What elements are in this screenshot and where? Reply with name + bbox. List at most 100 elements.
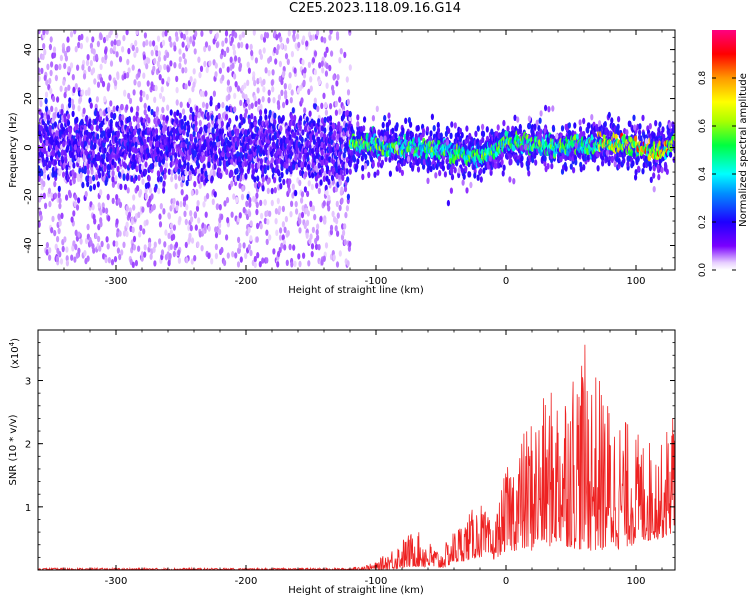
spectrogram-cell [520, 155, 524, 162]
spectrogram-cell [376, 169, 380, 176]
spectrogram-cell [361, 165, 365, 172]
spectrogram-cell [180, 123, 184, 130]
spectrogram-cell [126, 72, 130, 79]
spectrogram-cell [225, 168, 229, 175]
spectrogram-cell [225, 113, 229, 121]
spectrogram-cell [278, 205, 282, 212]
spectrogram-cell [310, 243, 315, 250]
spectrogram-cell [41, 53, 45, 61]
spectrogram-cell [204, 41, 209, 48]
spectrogram-cell [281, 221, 285, 228]
spectrogram-cell [284, 215, 288, 223]
spectrogram-cell [254, 57, 258, 64]
spectrogram-cell [255, 201, 259, 209]
spectrogram-cell [251, 145, 255, 152]
spectrogram-cell [228, 117, 232, 125]
spectrogram-cell [328, 34, 332, 41]
spectrogram-cell [153, 186, 157, 193]
spectrogram-cell [161, 158, 165, 165]
spectrogram-cell [39, 214, 43, 221]
spectrogram-cell [77, 157, 81, 164]
spectrogram-cell [66, 119, 71, 127]
spectrogram-cell [164, 162, 169, 169]
spectrogram-cell [250, 113, 254, 120]
spectrogram-cell [329, 30, 333, 35]
spectrogram-cell [249, 43, 253, 51]
spectrogram-cell [174, 165, 178, 173]
spectrogram-cell [266, 218, 270, 225]
spectrogram-cell [263, 199, 267, 206]
spectrogram-cell [107, 112, 111, 119]
spectrogram-cell [50, 105, 54, 113]
spectrogram-cell [343, 185, 348, 193]
spectrogram-cell [220, 120, 224, 128]
spectrogram-cell [143, 138, 147, 146]
spectrogram-cell [143, 244, 147, 251]
spectrogram-cell [223, 50, 227, 57]
spectrogram-cell [210, 258, 214, 265]
spectrogram-cell [300, 136, 304, 144]
spectrogram-cell [462, 173, 466, 180]
spectrogram-cell [189, 224, 193, 232]
spectrogram-cell [72, 86, 76, 94]
spectrogram-cell [89, 102, 93, 109]
spectrogram-cell [209, 100, 213, 107]
spectrogram-cell [253, 115, 257, 123]
spectrogram-cell [327, 194, 331, 202]
spectrogram-cell [175, 75, 179, 83]
spectrogram-cell [273, 177, 277, 184]
spectrogram-cell [185, 30, 189, 36]
spectrogram-cell [285, 98, 289, 106]
spectrogram-cell [241, 174, 245, 181]
spectrogram-cell [481, 136, 485, 144]
spectrogram-cell [154, 121, 158, 128]
spectrogram-cell [135, 46, 139, 54]
spectrogram-cell [81, 181, 85, 189]
spectrogram-cell [141, 164, 145, 171]
spectrogram-cell [202, 163, 206, 170]
spectrogram-cell [115, 240, 119, 248]
spectrogram-cell [99, 217, 103, 224]
spectrogram-cell [54, 106, 58, 114]
spectrogram-cell [100, 131, 104, 138]
spectrogram-cell [284, 53, 289, 60]
spectrogram-cell [73, 172, 77, 179]
spectrogram-cell [130, 218, 134, 226]
spectrogram-cell [147, 57, 151, 64]
spectrogram-cell [77, 197, 81, 204]
spectrogram-cell [244, 108, 248, 115]
spectrogram-cell [136, 105, 140, 113]
spectrogram-cell [322, 255, 326, 262]
spectrogram-cell [196, 241, 200, 248]
spectrogram-cell [338, 250, 342, 257]
spectrogram-cell [40, 67, 44, 75]
spectrogram-cell [172, 250, 176, 258]
spectrogram-cell [207, 122, 211, 129]
spectrogram-cell [159, 203, 163, 210]
spectrogram-cell [93, 218, 97, 225]
spectrogram-cell [215, 203, 219, 211]
spectrogram-cell [264, 67, 268, 74]
spectrogram-cell [48, 77, 52, 85]
spectrogram-cell [330, 174, 335, 182]
spectrogram-cell [344, 211, 348, 219]
spectrogram-cell [242, 206, 246, 214]
spectrogram-cell [232, 193, 236, 200]
spectrogram-cell [261, 176, 265, 183]
spectrogram-cell [96, 81, 101, 88]
spectrogram-cell [154, 45, 159, 52]
spectrogram-cell [373, 171, 377, 178]
spectrogram-cell [335, 200, 339, 208]
spectrogram-cell [190, 134, 194, 141]
spectrogram-cell [262, 47, 266, 54]
spectrogram-cell [190, 216, 194, 223]
spectrogram-cell [168, 35, 172, 43]
spectrogram-cell [195, 159, 199, 166]
spectrogram-cell [55, 64, 59, 71]
spectrogram-cell [46, 114, 51, 121]
spectrogram-cell [377, 161, 381, 168]
spectrogram-cell [101, 157, 105, 165]
spectrogram-cell [119, 149, 123, 156]
spectrogram-cell [202, 134, 206, 141]
spectrogram-cell [77, 105, 81, 112]
